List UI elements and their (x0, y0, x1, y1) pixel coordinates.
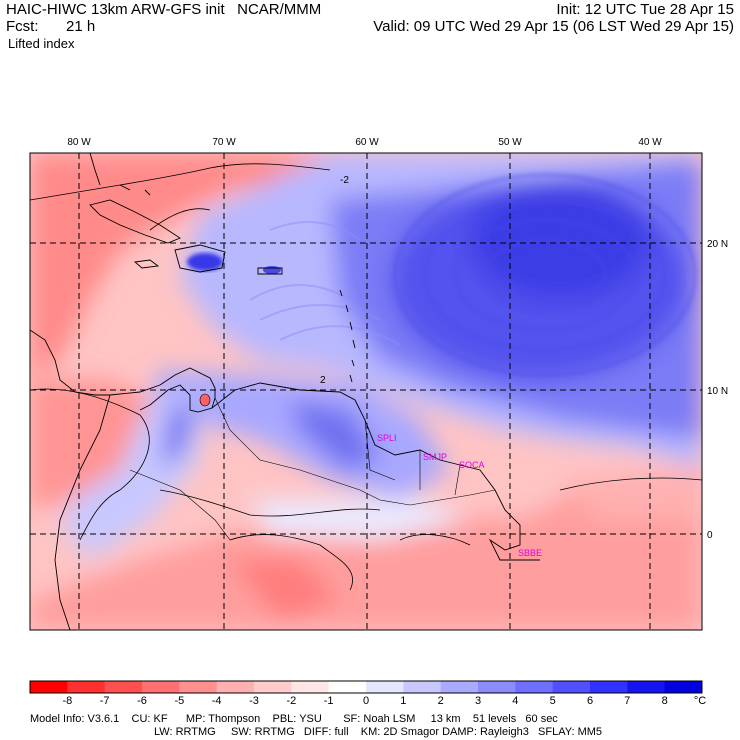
colorbar-swatch (627, 681, 666, 693)
colorbar-swatch (30, 681, 68, 693)
colorbar-tick-label: 6 (587, 695, 593, 707)
colorbar-tick-label: 2 (438, 695, 444, 707)
colorbar-swatch (179, 681, 218, 693)
colorbar-tick-label: 4 (512, 695, 518, 707)
contour-label: -2 (340, 175, 349, 186)
station-label: SOCA (459, 460, 485, 470)
colorbar-tick-label: -5 (174, 695, 184, 707)
lon-label: 70 W (212, 137, 236, 148)
colorbar-swatch (403, 681, 442, 693)
colorbar-swatch (515, 681, 554, 693)
colorbar-swatch (328, 681, 367, 693)
lat-label: 20 N (707, 239, 728, 250)
colorbar-tick-label: 8 (662, 695, 668, 707)
lat-label: 0 (707, 530, 713, 541)
lat-lon-grid (30, 153, 702, 630)
colorbar-swatch (291, 681, 330, 693)
lifted-index-field: -2 2 (30, 153, 702, 630)
colorbar-unit: °C (694, 695, 706, 707)
colorbar-tick-label: -6 (137, 695, 147, 707)
model-title: HAIC-HIWC 13km ARW-GFS init NCAR/MMM (6, 1, 322, 18)
colorbar-tick-label: 7 (624, 695, 630, 707)
colorbar-swatch (104, 681, 143, 693)
colorbar-swatch (552, 681, 591, 693)
colorbar-tick-label: -2 (286, 695, 296, 707)
valid-time: Valid: 09 UTC Wed 29 Apr 15 (06 LST Wed … (373, 18, 734, 35)
map-frame (29, 152, 703, 631)
station-label: SMJP (423, 452, 447, 462)
colorbar-tick-label: -7 (100, 695, 110, 707)
lon-label: 40 W (638, 137, 662, 148)
lon-label: 80 W (67, 137, 91, 148)
contour-label: 2 (320, 375, 326, 386)
colorbar: -8 -7 -6 -5 -4 -3 -2 -1 0 1 2 3 4 5 6 7 8 °C (29, 680, 706, 707)
colorbar-swatch (142, 681, 180, 693)
station-label: SPLI (377, 433, 397, 443)
init-time: Init: 12 UTC Tue 28 Apr 15 (556, 1, 734, 18)
station-label: SBBE (518, 548, 542, 558)
lon-label: 60 W (355, 137, 379, 148)
model-info-line: Model Info: V3.6.1 CU: KF MP: Thompson P… (30, 713, 558, 725)
colorbar-swatch (67, 681, 106, 693)
forecast-hour: 21 h (66, 18, 96, 35)
colorbar-swatch (590, 681, 628, 693)
colorbar-tick-label: 1 (400, 695, 406, 707)
field-name: Lifted index (8, 36, 75, 51)
colorbar-swatch (478, 681, 516, 693)
physics-info-line: LW: RRTMG SW: RRTMG DIFF: full KM: 2D Sm… (154, 726, 603, 738)
colorbar-swatch (664, 681, 703, 693)
colorbar-tick-label: -1 (324, 695, 334, 707)
colorbar-swatch (366, 681, 404, 693)
colorbar-frame (29, 680, 703, 694)
colorbar-tick-label: 0 (363, 695, 369, 707)
colorbar-tick-label: 5 (550, 695, 556, 707)
forecast-label: Fcst: (6, 18, 39, 35)
colorbar-tick-label: -4 (212, 695, 222, 707)
lon-label: 50 W (498, 137, 522, 148)
colorbar-tick-label: 3 (475, 695, 481, 707)
colorbar-tick-label: -8 (62, 695, 72, 707)
lat-label: 10 N (707, 386, 728, 397)
colorbar-swatch (216, 681, 255, 693)
colorbar-swatch (440, 681, 479, 693)
colorbar-swatch (254, 681, 292, 693)
colorbar-tick-label: -3 (249, 695, 259, 707)
